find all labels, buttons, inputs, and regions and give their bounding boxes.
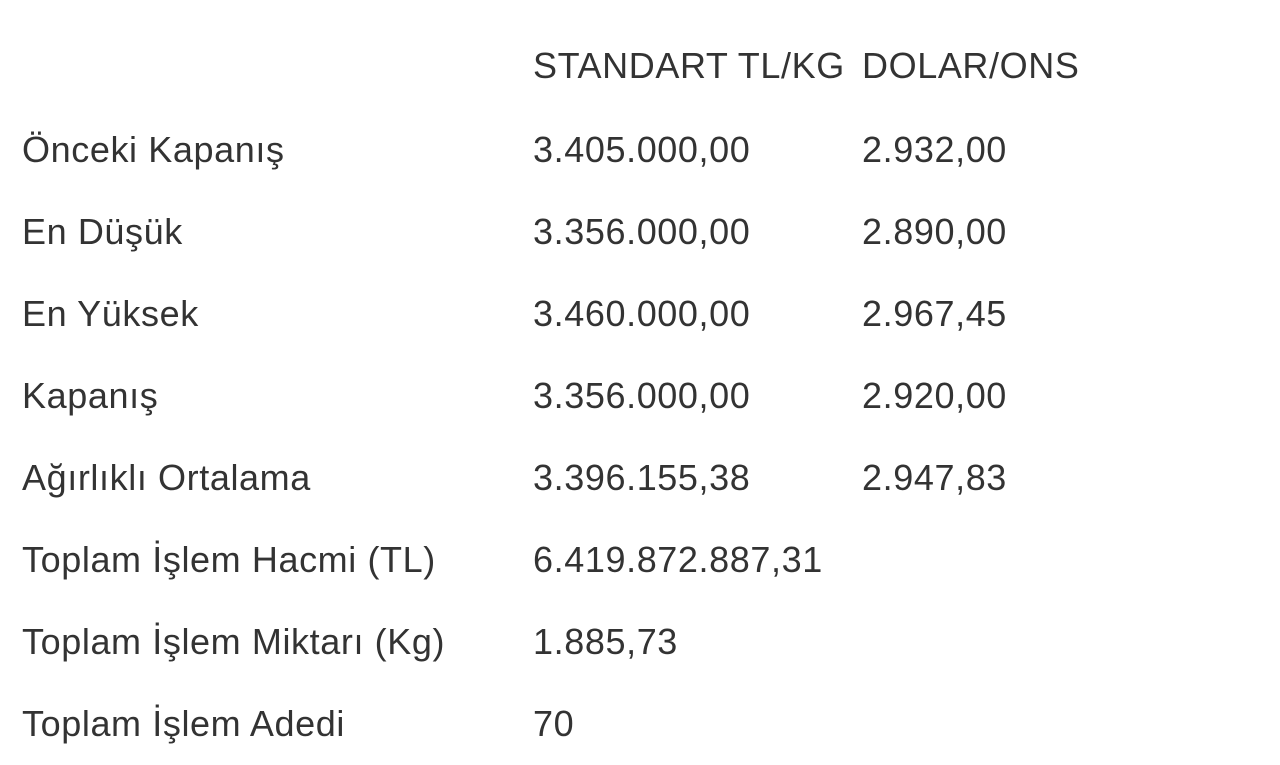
dolar-value: 2.932,00 bbox=[862, 129, 1007, 170]
standart-value: 3.356.000,00 bbox=[533, 211, 751, 252]
row-label: Önceki Kapanış bbox=[22, 129, 285, 170]
dolar-value: 2.890,00 bbox=[862, 211, 1007, 252]
row-label: Toplam İşlem Adedi bbox=[22, 703, 345, 744]
row-label: Kapanış bbox=[22, 375, 159, 416]
row-label: Toplam İşlem Miktarı (Kg) bbox=[22, 621, 446, 662]
table-row: Kapanış 3.356.000,00 2.920,00 bbox=[0, 355, 1280, 437]
table-header-row: STANDART TL/KG DOLAR/ONS bbox=[0, 25, 1280, 107]
table-row: Toplam İşlem Adedi 70 bbox=[0, 683, 1280, 765]
table-row: Ağırlıklı Ortalama 3.396.155,38 2.947,83 bbox=[0, 437, 1280, 519]
row-label: En Düşük bbox=[22, 211, 183, 252]
standart-value: 3.460.000,00 bbox=[533, 293, 751, 334]
header-standart-tl-kg: STANDART TL/KG bbox=[533, 45, 845, 86]
row-label: Toplam İşlem Hacmi (TL) bbox=[22, 539, 436, 580]
table-row: En Yüksek 3.460.000,00 2.967,45 bbox=[0, 273, 1280, 355]
row-label: Ağırlıklı Ortalama bbox=[22, 457, 311, 498]
standart-value: 3.396.155,38 bbox=[533, 457, 751, 498]
standart-value: 3.356.000,00 bbox=[533, 375, 751, 416]
standart-value: 3.405.000,00 bbox=[533, 129, 751, 170]
table-row: Toplam İşlem Miktarı (Kg) 1.885,73 bbox=[0, 601, 1280, 683]
standart-value: 6.419.872.887,31 bbox=[533, 539, 823, 580]
standart-value: 70 bbox=[533, 703, 575, 744]
table-row: En Düşük 3.356.000,00 2.890,00 bbox=[0, 191, 1280, 273]
dolar-value: 2.920,00 bbox=[862, 375, 1007, 416]
dolar-value: 2.967,45 bbox=[862, 293, 1007, 334]
row-label: En Yüksek bbox=[22, 293, 199, 334]
standart-value: 1.885,73 bbox=[533, 621, 678, 662]
dolar-value: 2.947,83 bbox=[862, 457, 1007, 498]
table-row: Önceki Kapanış 3.405.000,00 2.932,00 bbox=[0, 109, 1280, 191]
table-row: Toplam İşlem Hacmi (TL) 6.419.872.887,31 bbox=[0, 519, 1280, 601]
header-dolar-ons: DOLAR/ONS bbox=[862, 45, 1080, 86]
